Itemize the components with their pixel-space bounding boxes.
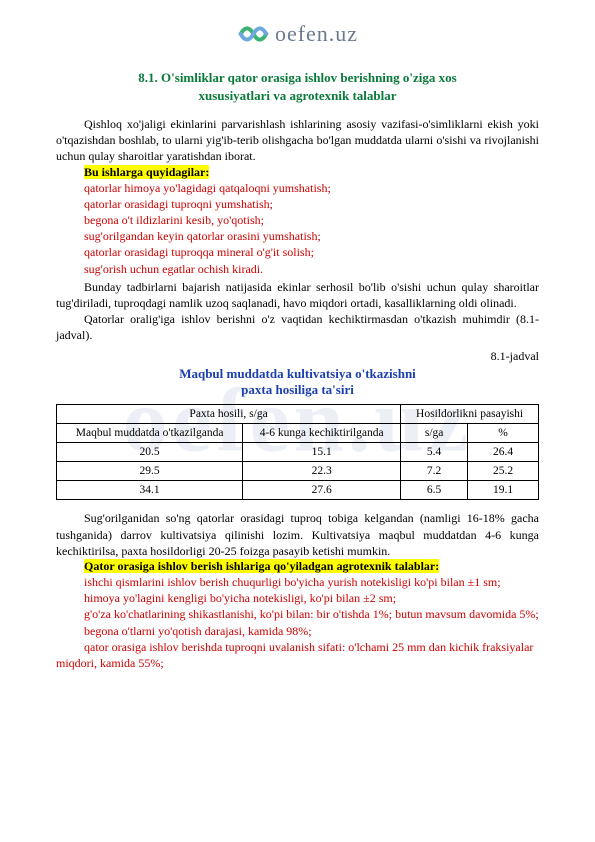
- table-cell: 19.1: [468, 481, 539, 500]
- after-table-paragraph: Sug'orilganidan so'ng qatorlar orasidagi…: [56, 510, 539, 559]
- req-item-4: begona o'tlarni yo'qotish darajasi, kami…: [56, 623, 539, 639]
- th-group-1: Paxta hosili, s/ga: [57, 405, 401, 424]
- requirements-label: Qator orasiga ishlov berish ishlariga qo…: [84, 559, 439, 573]
- paragraph-2: Bunday tadbirlarni bajarish natijasida e…: [56, 279, 539, 311]
- table-header-row-1: Paxta hosili, s/ga Hosildorlikni pasayis…: [57, 405, 539, 424]
- table-header-row-2: Maqbul muddatda o'tkazilganda 4-6 kunga …: [57, 424, 539, 443]
- table-number-label: 8.1-jadval: [56, 349, 539, 364]
- doc-title-line1: 8.1. O'simliklar qator orasiga ishlov be…: [56, 70, 539, 86]
- req-item-3: g'o'za ko'chatlarining shikastlanishi, k…: [56, 606, 539, 622]
- requirements-label-wrap: Qator orasiga ishlov berish ishlariga qo…: [56, 559, 539, 574]
- table-cell: 7.2: [401, 462, 468, 481]
- table-row: 34.1 27.6 6.5 19.1: [57, 481, 539, 500]
- data-table: Paxta hosili, s/ga Hosildorlikni pasayis…: [56, 404, 539, 500]
- list-item-3: begona o't ildizlarini kesib, yo'qotish;: [56, 212, 539, 228]
- intro-paragraph: Qishloq xo'jaligi ekinlarini parvarishla…: [56, 116, 539, 165]
- list-label-wrap: Bu ishlarga quyidagilar:: [56, 165, 539, 180]
- list-item-6: sug'orish uchun egatlar ochish kiradi.: [56, 261, 539, 277]
- req-item-1: ishchi qismlarini ishlov berish chuqurli…: [56, 574, 539, 590]
- table-cell: 20.5: [57, 443, 243, 462]
- th-group-2: Hosildorlikni pasayishi: [401, 405, 539, 424]
- list-item-4: sug'orilgandan keyin qatorlar orasini yu…: [56, 228, 539, 244]
- list-item-2: qatorlar orasidagi tuproqni yumshatish;: [56, 196, 539, 212]
- table-cell: 22.3: [243, 462, 401, 481]
- paragraph-3: Qatorlar oralig'iga ishlov berishni o'z …: [56, 311, 539, 343]
- th-col2: 4-6 kunga kechiktirilganda: [243, 424, 401, 443]
- table-row: 20.5 15.1 5.4 26.4: [57, 443, 539, 462]
- table-cell: 6.5: [401, 481, 468, 500]
- table-title-l2: paxta hosiliga ta'siri: [56, 382, 539, 398]
- table-cell: 34.1: [57, 481, 243, 500]
- pm-sign: ±: [363, 591, 370, 605]
- req-item-2: himoya yo'lagini kengligi bo'yicha notek…: [56, 590, 539, 606]
- req-item-5: qator orasiga ishlov berishda tuproqni u…: [56, 639, 539, 671]
- doc-title-line2: xususiyatlari va agrotexnik talablar: [56, 88, 539, 104]
- table-cell: 5.4: [401, 443, 468, 462]
- list-item-1: qatorlar himoya yo'lagidagi qatqaloqni y…: [56, 180, 539, 196]
- req-1a: ishchi qismlarini ishlov berish chuqurli…: [84, 575, 468, 589]
- th-col1: Maqbul muddatda o'tkazilganda: [57, 424, 243, 443]
- list-item-5: qatorlar orasidagi tuproqqa mineral o'g'…: [56, 244, 539, 260]
- table-cell: 29.5: [57, 462, 243, 481]
- table-title-l1: Maqbul muddatda kultivatsiya o'tkazishni: [56, 366, 539, 382]
- table-cell: 25.2: [468, 462, 539, 481]
- table-cell: 15.1: [243, 443, 401, 462]
- req-2b: 2 sm;: [370, 591, 396, 605]
- req-1b: 1 sm;: [474, 575, 500, 589]
- table-cell: 27.6: [243, 481, 401, 500]
- th-col4: %: [468, 424, 539, 443]
- req-5a: qator orasiga ishlov berishda tuproqni u…: [84, 640, 348, 654]
- req-2a: himoya yo'lagini kengligi bo'yicha notek…: [84, 591, 363, 605]
- table-row: 29.5 22.3 7.2 25.2: [57, 462, 539, 481]
- table-cell: 26.4: [468, 443, 539, 462]
- document-content: 8.1. O'simliklar qator orasiga ishlov be…: [0, 0, 595, 711]
- th-col3: s/ga: [401, 424, 468, 443]
- list-label: Bu ishlarga quyidagilar:: [84, 165, 209, 179]
